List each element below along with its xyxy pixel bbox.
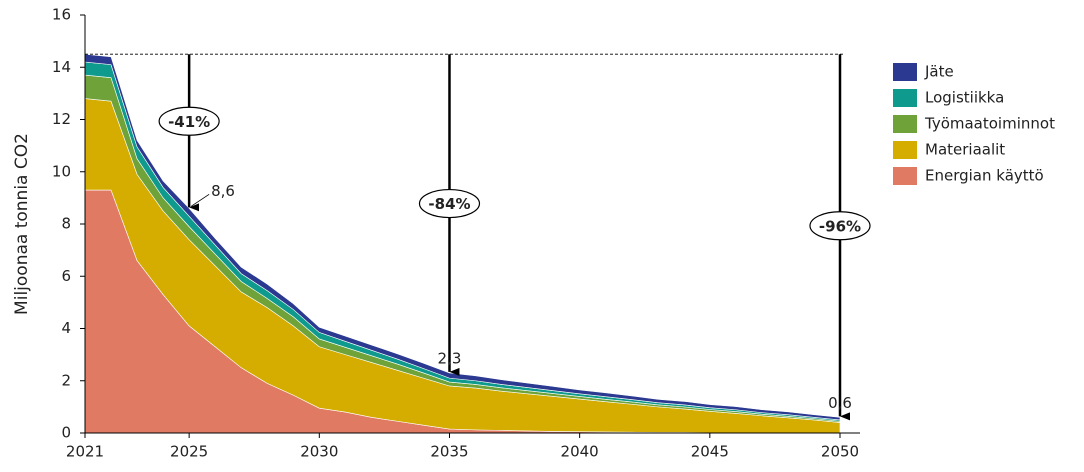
y-tick-label: 6 <box>61 267 71 285</box>
x-tick-label: 2030 <box>300 443 338 461</box>
legend-label: Energian käyttö <box>925 167 1044 185</box>
y-tick-label: 14 <box>52 58 71 76</box>
x-tick-label: 2021 <box>66 443 104 461</box>
legend-swatch <box>893 115 917 133</box>
y-tick-label: 2 <box>61 371 71 389</box>
change-badge <box>158 106 220 136</box>
legend-swatch <box>893 89 917 107</box>
y-tick-label: 16 <box>52 6 71 24</box>
value-label: 2,3 <box>438 349 462 367</box>
x-tick-label: 2045 <box>691 443 729 461</box>
legend-label: Logistiikka <box>925 89 1004 107</box>
change-label: -96% <box>819 217 861 235</box>
legend-swatch <box>893 167 917 185</box>
change-badge <box>418 188 481 219</box>
change-badge <box>809 211 871 241</box>
y-tick-label: 0 <box>61 424 71 442</box>
legend-label: Jäte <box>924 63 954 81</box>
leader <box>190 193 210 207</box>
y-tick-label: 12 <box>52 110 71 128</box>
y-tick-label: 10 <box>52 162 71 180</box>
value-label: 0,6 <box>828 394 852 412</box>
legend-label: Materiaalit <box>925 141 1005 159</box>
x-tick-label: 2035 <box>430 443 468 461</box>
x-tick-label: 2025 <box>170 443 208 461</box>
x-tick-label: 2050 <box>821 443 859 461</box>
y-tick-label: 4 <box>61 319 71 337</box>
y-axis-label: Miljoonaa tonnia CO2 <box>12 133 32 315</box>
legend-swatch <box>893 63 917 81</box>
legend-label: Työmaatoiminnot <box>924 115 1055 133</box>
y-tick-label: 8 <box>61 215 71 233</box>
change-label: -84% <box>428 195 470 213</box>
x-tick-label: 2040 <box>561 443 599 461</box>
value-label: 8,6 <box>211 182 235 200</box>
legend-swatch <box>893 141 917 159</box>
change-label: -41% <box>168 113 210 131</box>
